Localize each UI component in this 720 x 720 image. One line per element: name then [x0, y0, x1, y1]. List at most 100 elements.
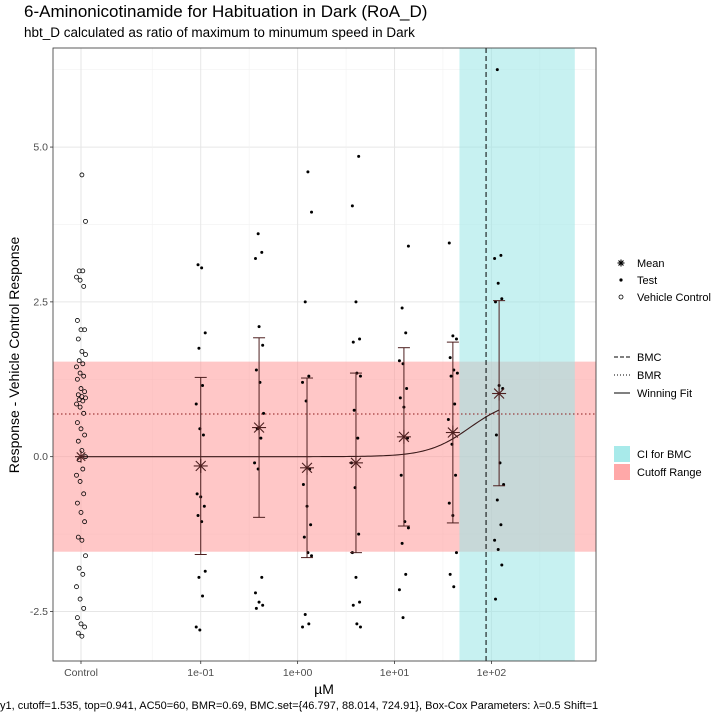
test-point — [197, 346, 201, 350]
test-point — [406, 526, 410, 530]
vehicle-control-point — [74, 274, 79, 280]
test-point — [358, 600, 362, 604]
reference-lines — [53, 48, 596, 661]
test-point — [202, 504, 206, 508]
test-point — [452, 585, 456, 589]
test-point — [302, 535, 306, 539]
legend-fill-icon — [614, 446, 630, 462]
legend-fill-icon — [614, 464, 630, 480]
legend-label: Mean — [637, 258, 665, 270]
vehicle-control-point — [78, 426, 84, 432]
test-point — [301, 380, 305, 384]
test-point — [310, 210, 314, 214]
test-point — [404, 572, 408, 576]
test-point — [198, 628, 202, 632]
vehicle-control-point — [74, 364, 79, 370]
mean-marker — [193, 458, 208, 473]
test-point — [494, 433, 498, 437]
mean-star-stroke — [301, 462, 313, 474]
mean-marker — [396, 429, 411, 444]
vehicle-control-point — [75, 438, 81, 444]
legend-test-icon — [619, 278, 623, 282]
vehicle-control-point — [78, 621, 84, 627]
test-point — [447, 241, 451, 245]
test-point — [309, 523, 313, 527]
data-points — [74, 68, 507, 639]
test-point — [301, 483, 305, 487]
y-tick-label: 2.5 — [33, 296, 48, 308]
legend: Mean Test Vehicle Control BMC BMR Winning Fit… — [614, 258, 711, 480]
test-point — [354, 575, 358, 579]
test-point — [254, 606, 258, 610]
test-point — [201, 433, 205, 437]
test-point — [398, 396, 402, 400]
vehicle-control-point — [78, 327, 84, 333]
test-point — [493, 257, 497, 261]
test-point — [447, 501, 451, 505]
y-tick-label: 5.0 — [33, 142, 48, 154]
test-point — [358, 337, 362, 341]
mean-star-stroke — [350, 457, 362, 469]
vehicle-control-point — [77, 596, 83, 602]
vehicle-control-point — [74, 472, 79, 478]
test-point — [451, 334, 455, 338]
test-point — [307, 622, 311, 626]
vehicle-control-point — [79, 448, 85, 453]
x-tick-label: 1e-01 — [187, 667, 214, 679]
mean-star-stroke — [447, 427, 459, 438]
vehicle-control-point — [78, 509, 84, 515]
test-point — [355, 622, 359, 626]
vehicle-control-point — [78, 386, 84, 391]
vehicle-control-point — [74, 584, 79, 590]
test-point — [303, 613, 307, 617]
vehicle-control-point — [75, 630, 81, 636]
vehicle-control-point — [79, 349, 85, 354]
mean-marker — [348, 455, 363, 470]
test-point — [351, 603, 355, 607]
chart-subtitle: hbt_D calculated as ratio of maximum to … — [24, 25, 415, 40]
x-tick-label: 1e+02 — [477, 667, 507, 679]
vehicle-control-point — [77, 277, 83, 283]
axes: -2.5 0.0 2.5 5.0 Control 1e-01 1e+00 1e+01 1e+02 — [30, 47, 597, 679]
test-point — [194, 625, 198, 629]
test-point — [261, 343, 265, 347]
test-point — [254, 368, 258, 372]
test-point — [200, 266, 204, 270]
test-point — [449, 374, 453, 378]
vehicle-control-point — [80, 571, 86, 577]
test-point — [357, 532, 361, 536]
mean-marker — [492, 386, 507, 401]
test-point — [256, 232, 260, 236]
vehicle-control-point — [82, 432, 87, 438]
test-point — [306, 170, 310, 174]
test-point — [405, 387, 409, 391]
test-point — [203, 569, 207, 573]
test-point — [454, 551, 458, 555]
legend-label: Cutoff Range — [637, 467, 702, 479]
vehicle-control-point — [82, 624, 87, 630]
control-mean-marker — [75, 450, 87, 463]
x-tick-label: 1e+00 — [283, 667, 313, 679]
vehicle-control-point — [81, 373, 87, 379]
mean-star-stroke — [76, 452, 86, 462]
test-point — [500, 563, 504, 567]
test-point — [352, 408, 356, 412]
mean-star-stroke — [618, 260, 624, 266]
vehicle-control-point — [79, 633, 85, 639]
test-point — [495, 68, 499, 72]
vehicle-control-point — [81, 605, 87, 611]
test-point — [253, 591, 257, 595]
vehicle-control-point — [81, 283, 87, 289]
vehicle-control-point — [75, 500, 80, 506]
fit-parameters-caption: y1, cutoff=1.535, top=0.941, AC50=60, BM… — [0, 700, 599, 712]
mean-marker — [445, 425, 460, 440]
test-point — [350, 204, 354, 208]
vehicle-control-point — [81, 491, 87, 497]
test-point — [499, 523, 503, 527]
vehicle-control-point — [79, 172, 85, 178]
chart-title: 6-Aminonicotinamide for Habituation in D… — [24, 2, 428, 21]
test-point — [307, 374, 311, 378]
test-point — [448, 356, 452, 360]
mean-star-stroke — [398, 431, 410, 443]
vehicle-control-point — [75, 376, 80, 382]
